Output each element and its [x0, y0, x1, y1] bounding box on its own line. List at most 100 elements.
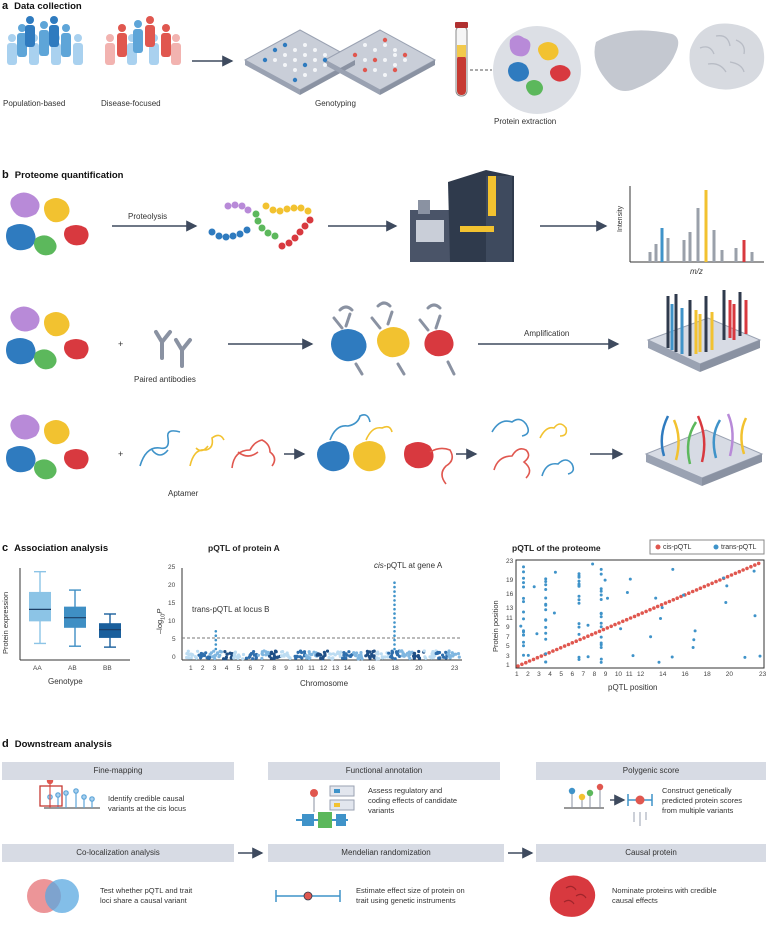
manhattan-point — [254, 656, 258, 660]
trans-pqtl-point — [599, 641, 603, 645]
fine-mapping-description: Identify credible causal variants at the… — [108, 794, 186, 814]
protein-mix-icon-2 — [6, 306, 89, 370]
manhattan-point — [307, 656, 311, 661]
manhattan-point — [223, 650, 227, 654]
manhattan-point — [296, 650, 300, 655]
protein-mix-icon-3 — [6, 414, 89, 480]
cis-pqtl-point — [590, 632, 594, 637]
manhattan-point — [400, 649, 404, 653]
genotype-boxplot — [19, 568, 130, 661]
manhattan-xtick: 13 — [331, 665, 340, 672]
scatter-ytick: 7 — [506, 633, 510, 641]
trans-pqtl-point — [603, 578, 607, 582]
boxplot-ylabel: Protein expression — [1, 591, 10, 654]
cis-pqtl-point — [551, 649, 555, 653]
manhattan-xlabel: Chromosome — [300, 679, 349, 688]
disease-people-icon — [105, 16, 181, 65]
manhattan-xtick: 18 — [391, 665, 399, 672]
scatter-ytick: 5 — [506, 643, 510, 651]
plus-sign-1: + — [118, 339, 124, 349]
polygenic-score-banner: Polygenic score — [536, 762, 766, 780]
manhattan-peak-point — [393, 585, 396, 589]
cis-pqtl-point — [690, 589, 695, 594]
trans-pqtl-point — [660, 606, 664, 610]
manhattan-point — [430, 656, 434, 660]
manhattan-peak-point — [214, 634, 218, 637]
cis-pqtl-point — [706, 583, 710, 587]
manhattan-point — [417, 656, 422, 660]
manhattan-point — [333, 653, 337, 657]
scatter-xtick: 7 — [581, 671, 586, 678]
manhattan-point — [193, 655, 197, 659]
trans-pqtl-point — [599, 572, 603, 576]
manhattan-xtick: 16 — [367, 665, 375, 672]
section-c-title: c Association analysis — [2, 542, 108, 554]
scatter-xlabel: pQTL position — [608, 683, 658, 692]
cis-pqtl-point — [562, 644, 567, 648]
trans-pqtl-point — [577, 575, 581, 579]
trans-pqtl-point — [522, 617, 525, 621]
manhattan-point — [206, 655, 210, 659]
trans-pqtl-point — [599, 635, 603, 639]
trans-pqtl-point — [522, 610, 525, 614]
cis-pqtl-point — [593, 631, 598, 635]
protein-extraction-label: Protein extraction — [494, 117, 557, 126]
manhattan-xtick: 1 — [188, 665, 193, 672]
cis-annotation-em: cis — [374, 561, 384, 570]
manhattan-peak-point — [393, 612, 396, 615]
trans-pqtl-point — [625, 591, 629, 594]
boxplot-xtick-ab: AB — [68, 665, 77, 672]
trans-pqtl-point — [724, 601, 728, 604]
manhattan-peak-point — [393, 638, 396, 642]
manhattan-point — [338, 654, 342, 659]
description-line: predicted protein scores — [662, 796, 743, 805]
trans-pqtl-point — [577, 625, 581, 629]
cis-pqtl-point — [749, 564, 753, 569]
polygenic-score-icon — [564, 783, 653, 826]
trans-pqtl-point — [671, 567, 675, 571]
cis-pqtl-point — [710, 581, 714, 586]
manhattan-point — [241, 652, 246, 657]
manhattan-point — [450, 651, 454, 655]
brain-icon — [689, 23, 765, 90]
trans-pqtl-point — [657, 660, 661, 664]
cis-pqtl-point — [566, 642, 571, 647]
manhattan-peak-point — [393, 647, 396, 651]
manhattan-point — [354, 654, 358, 658]
colocalization-description: Test whether pQTL and trait loci share a… — [100, 886, 192, 906]
boxplot-xlabel: Genotype — [48, 677, 83, 686]
cis-pqtl-point — [520, 662, 524, 667]
trans-pqtl-point — [619, 627, 623, 631]
cis-pqtl-point — [578, 637, 582, 642]
manhattan-point — [387, 651, 391, 655]
manhattan-point — [224, 657, 228, 661]
cis-pqtl-point — [679, 594, 683, 599]
manhattan-peak-point — [393, 625, 396, 629]
scatter-xtick: 4 — [548, 671, 552, 678]
scatter-xtick: 5 — [559, 671, 563, 678]
mass-spectrometer-icon — [410, 170, 514, 262]
trans-pqtl-point — [522, 600, 525, 604]
manhattan-point — [269, 656, 273, 660]
trans-pqtl-annotation: trans-pQTL at locus B — [192, 605, 270, 614]
section-d-title: d Downstream analysis — [2, 738, 112, 750]
manhattan-point — [208, 652, 212, 657]
manhattan-peak-point — [393, 603, 396, 607]
cis-pqtl-annotation: cis-pQTL at gene A — [374, 562, 442, 570]
trans-pqtl-point — [599, 589, 603, 593]
aptamer-array-icon — [644, 413, 764, 486]
manhattan-peak-point — [393, 630, 396, 633]
manhattan-point — [391, 650, 395, 655]
trans-pqtl-point — [544, 602, 548, 606]
manhattan-point — [285, 651, 289, 655]
scatter-xtick: 10 — [614, 671, 623, 678]
trans-pqtl-point — [577, 584, 581, 588]
scatter-ytick: 19 — [506, 576, 514, 584]
scatter-ytick: 9 — [506, 624, 510, 632]
cis-pqtl-point — [725, 574, 730, 579]
manhattan-point — [302, 650, 307, 654]
manhattan-point — [260, 656, 264, 661]
scatter-xtick: 6 — [570, 671, 575, 678]
trans-pqtl-point — [682, 593, 685, 597]
manhattan-xtick: 23 — [451, 665, 459, 672]
